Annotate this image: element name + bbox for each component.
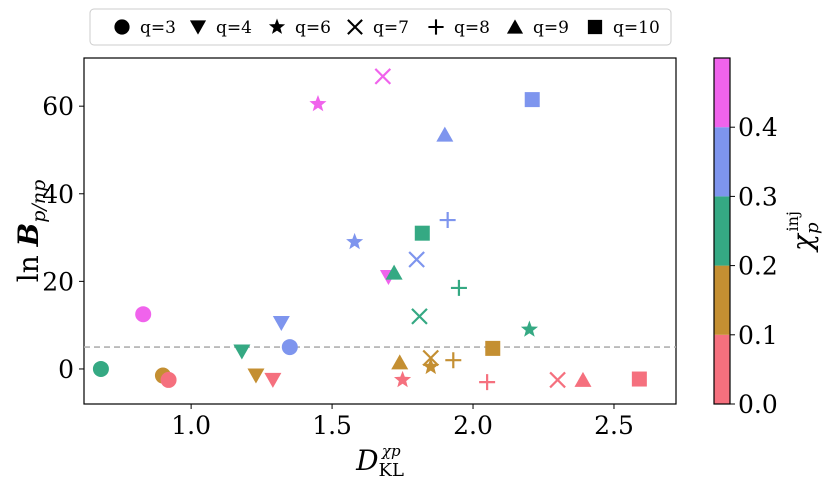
x-tick-label: 1.0	[171, 411, 211, 440]
data-point-q9	[574, 371, 592, 387]
data-point-q9	[436, 126, 454, 142]
legend-marker-q6	[268, 18, 286, 34]
data-point-q4	[264, 372, 282, 388]
x-tick-label: 2.0	[453, 411, 493, 440]
y-tick-label: 60	[42, 92, 74, 121]
legend-label-q6: q=6	[295, 18, 331, 38]
data-point-q6	[422, 357, 440, 375]
colorbar-segment	[714, 58, 730, 128]
data-point-q4	[247, 368, 265, 384]
y-axis-label: ln Bp/np	[12, 180, 50, 283]
x-tick-label: 2.5	[594, 411, 634, 440]
colorbar-label: χpinj	[783, 211, 823, 253]
colorbar: 0.0 0.1 0.2 0.3 0.4 χpinj	[713, 57, 823, 419]
data-point-q3	[135, 306, 152, 323]
colorbar-segment	[714, 127, 730, 197]
data-point-q7	[549, 371, 566, 389]
data-point-q9	[391, 354, 409, 370]
legend-label-q3: q=3	[140, 18, 176, 38]
y-axis-label-symbol: B	[12, 223, 45, 248]
data-point-q8	[445, 352, 462, 369]
data-point-q4	[272, 315, 290, 331]
plot-frame	[83, 57, 677, 405]
data-point-q8	[439, 212, 456, 229]
legend-marker-q8	[428, 19, 444, 35]
data-point-q7	[408, 251, 425, 268]
legend-label-q9: q=9	[533, 18, 569, 38]
colorbar-label-superscript: inj	[783, 211, 802, 231]
data-point-q7	[411, 308, 428, 325]
plot-area: 1.0 1.5 2.0 2.5 0 20 40 60 DKLχp ln Bp/np	[12, 57, 677, 481]
data-point-q4	[233, 344, 251, 360]
x-axis-label-subscript: KL	[379, 460, 404, 481]
data-point-q6	[394, 370, 412, 388]
data-point-q6	[309, 95, 327, 112]
y-tick-label: 20	[42, 267, 74, 296]
data-point-q6	[520, 320, 538, 337]
colorbar-tick-label: 0.4	[738, 113, 778, 142]
legend: q=3 q=4 q=6 q=7 q=8 q=9 q=10	[89, 8, 672, 46]
colorbar-segment	[714, 265, 730, 335]
colorbar-tick-label: 0.2	[738, 252, 778, 281]
colorbar-frame	[713, 57, 731, 405]
x-axis-label: DKLχp	[355, 442, 404, 481]
data-point-q10	[414, 225, 430, 241]
y-tick-label: 40	[42, 180, 74, 209]
data-point-q8	[479, 374, 496, 391]
colorbar-tick-label: 0.1	[738, 321, 778, 350]
legend-label-q10: q=10	[613, 18, 660, 38]
data-point-q10	[524, 92, 540, 108]
legend-label-q4: q=4	[216, 18, 252, 38]
data-point-q7	[374, 68, 392, 85]
colorbar-tick-label: 0.3	[738, 182, 778, 211]
data-point-q10	[485, 340, 501, 356]
data-point-q7	[422, 349, 440, 367]
legend-label-q7: q=7	[373, 18, 409, 38]
legend-marker-q3	[114, 19, 130, 35]
x-tick-label: 1.5	[312, 411, 352, 440]
legend-marker-q7	[347, 19, 363, 35]
data-point-q9	[385, 264, 403, 280]
data-point-q10	[631, 371, 647, 387]
data-point-q3	[160, 371, 177, 388]
data-point-q8	[450, 279, 467, 296]
legend-label-q8: q=8	[454, 18, 490, 38]
legend-marker-q9	[506, 19, 524, 34]
y-tick-label: 0	[58, 355, 74, 384]
data-point-q3	[92, 360, 109, 377]
colorbar-segment	[714, 334, 730, 404]
legend-box	[89, 8, 672, 46]
data-point-q6	[346, 232, 364, 250]
y-axis-label-subscript: p/np	[28, 180, 50, 223]
colorbar-label-subscript: p	[802, 222, 823, 234]
x-axis-label-superscript: χp	[381, 442, 401, 460]
legend-marker-q10	[587, 19, 603, 35]
colorbar-segment	[714, 196, 730, 266]
data-point-q3	[281, 339, 298, 356]
colorbar-tick-label: 0.0	[738, 390, 778, 419]
legend-marker-q4	[189, 20, 207, 35]
